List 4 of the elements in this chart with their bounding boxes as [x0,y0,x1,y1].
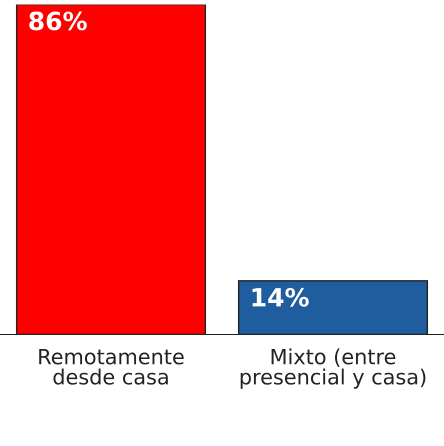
x-tick-label: Remotamente desde casa [39,349,184,385]
data-label: 14% [252,288,309,307]
data-label: 86% [29,12,87,30]
x-tick-label: Mixto (entre presencial y casa) [240,348,426,389]
